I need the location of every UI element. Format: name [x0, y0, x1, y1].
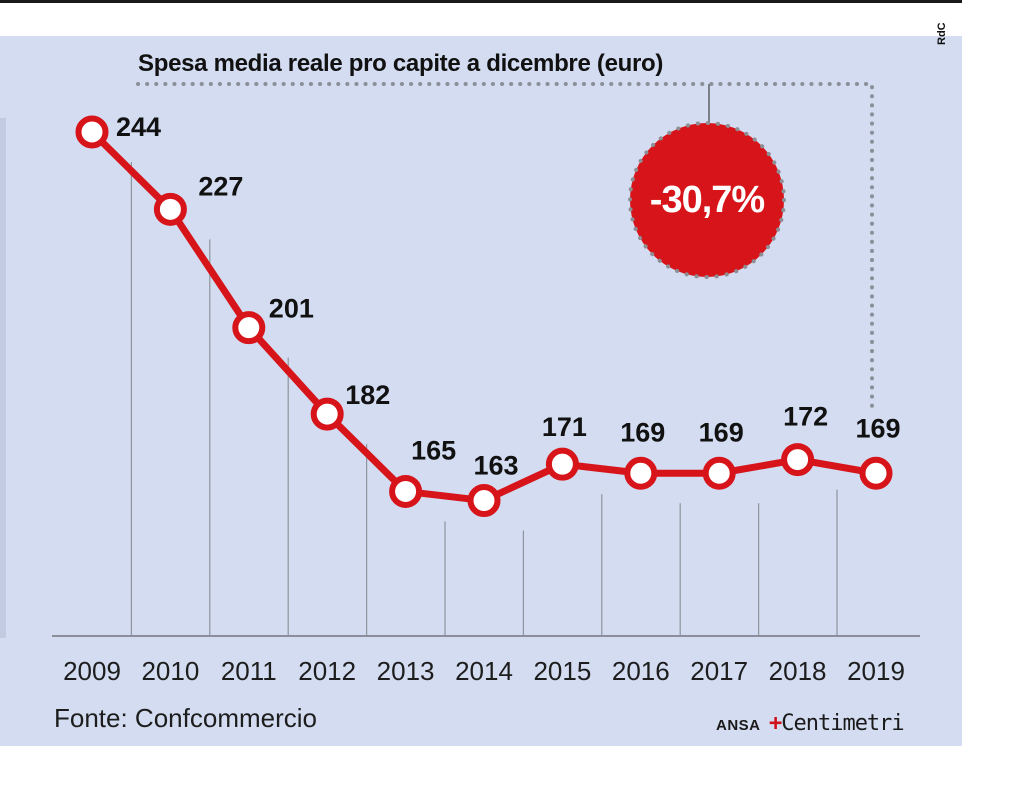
data-labels: 244 227 201 182 165 163 171 169 169 172 169 — [116, 112, 901, 481]
x-tick-label: 2009 — [63, 656, 121, 686]
data-label: 169 — [620, 417, 665, 447]
data-label: 169 — [855, 413, 900, 443]
x-tick-label: 2014 — [455, 656, 513, 686]
chart-title: Spesa media reale pro capite a dicembre … — [138, 50, 664, 77]
credit: ANSA +Centimetri — [716, 711, 905, 736]
x-tick-label: 2010 — [141, 656, 199, 686]
data-points — [75, 115, 893, 518]
x-tick-label: 2012 — [298, 656, 356, 686]
data-label: 201 — [269, 294, 314, 324]
change-badge: -30,7% — [628, 121, 786, 279]
data-point — [781, 443, 815, 477]
x-tick-label: 2015 — [533, 656, 591, 686]
data-label: 182 — [345, 380, 390, 410]
x-tick-label: 2018 — [769, 656, 827, 686]
data-label: 227 — [198, 171, 243, 201]
data-label: 171 — [542, 412, 587, 442]
x-tick-label: 2019 — [847, 656, 905, 686]
data-label: 165 — [411, 435, 456, 465]
data-label: 163 — [473, 451, 518, 481]
x-tick-label: 2011 — [221, 656, 277, 686]
badge-circle — [630, 123, 784, 277]
data-label: 244 — [116, 112, 161, 142]
data-point — [310, 397, 344, 431]
data-point — [389, 474, 423, 508]
badge-dots — [628, 121, 786, 279]
data-point — [859, 456, 893, 490]
x-tick-label: 2016 — [612, 656, 670, 686]
x-tick-label: 2017 — [690, 656, 748, 686]
data-label: 172 — [783, 402, 828, 432]
data-point — [232, 311, 266, 345]
data-point — [545, 447, 579, 481]
data-point — [467, 484, 501, 518]
data-point — [624, 456, 658, 490]
chart-panel — [0, 36, 962, 746]
data-label: 169 — [699, 417, 744, 447]
credit-brand-mark: + — [768, 711, 782, 736]
top-rule — [0, 0, 962, 3]
badge-label: -30,7% — [650, 179, 765, 221]
left-strip — [0, 118, 6, 638]
title-connector — [136, 82, 874, 408]
dotted-connector — [136, 82, 874, 408]
gridlines — [130, 162, 838, 636]
credit-brand: Centimetri — [781, 711, 904, 736]
x-tick-label: 2013 — [377, 656, 435, 686]
data-point — [702, 456, 736, 490]
data-point — [75, 115, 109, 149]
data-point — [153, 192, 187, 226]
source-note: Fonte: Confcommercio — [54, 703, 317, 733]
credit-agency: ANSA — [716, 717, 761, 734]
x-tick-labels: 2009 2010 2011 2012 2013 2014 2015 2016 2017 2018… — [63, 656, 905, 686]
